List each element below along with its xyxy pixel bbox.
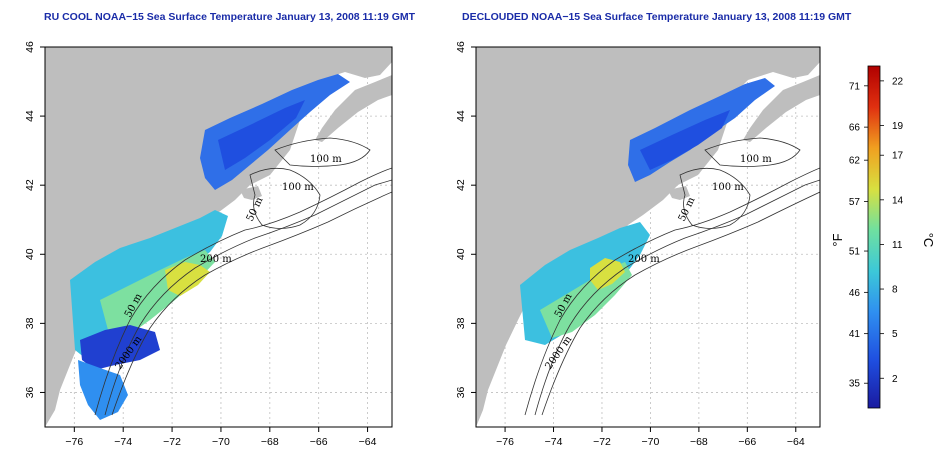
- colorbar-fahrenheit-tick-label: 62: [849, 156, 861, 167]
- left-map-panel: 100 m 100 m 50 m 200 m 50 m 2000 m −76 −7…: [24, 41, 393, 448]
- left-sst-gulf-of-maine-inner: [218, 100, 305, 170]
- right-axis-ticks: −76 −74 −72 −70 −68 −66 −64 36 38 40 42 44 46: [455, 41, 805, 448]
- left-nova-scotia: [315, 75, 392, 142]
- colorbar-celsius-tick-label: 19: [892, 121, 904, 132]
- left-x-tick-label: −64: [359, 436, 377, 448]
- colorbar-fahrenheit-tick-label: 57: [849, 197, 861, 208]
- left-x-tick-label: −72: [163, 436, 181, 448]
- colorbar-fahrenheit-tick-label: 41: [849, 329, 861, 340]
- left-cape-cod: [240, 186, 262, 200]
- right-x-tick-label: −70: [642, 436, 660, 448]
- colorbar-fahrenheit-tick-label: 71: [849, 81, 861, 92]
- right-x-tick-label: −76: [496, 436, 514, 448]
- left-axis-ticks: −76 −74 −72 −70 −68 −66 −64 36 38 40 42 44 46: [24, 41, 377, 448]
- left-x-tick-label: −70: [212, 436, 230, 448]
- colorbar-celsius-label: °C: [921, 233, 936, 248]
- colorbar-fahrenheit-tick-label: 51: [849, 247, 861, 258]
- right-map-panel: 100 m 100 m 50 m 200 m 50 m 2000 m −76 −7…: [455, 41, 821, 448]
- colorbar-celsius-tick-label: 22: [892, 76, 904, 87]
- left-contour-label: 200 m: [200, 254, 232, 265]
- left-y-tick-label: 46: [24, 41, 36, 53]
- right-sst-gulf-of-maine-inner: [640, 110, 730, 170]
- colorbar-celsius-tick-label: 14: [892, 195, 904, 206]
- right-land-mass: [476, 47, 820, 427]
- left-x-tick-label: −68: [261, 436, 279, 448]
- right-nova-scotia: [743, 75, 820, 142]
- right-y-tick-label: 46: [455, 41, 467, 53]
- colorbar-celsius-tick-label: 8: [892, 285, 898, 296]
- colorbar-celsius-tick-label: 11: [892, 240, 903, 251]
- left-panel-title: RU COOL NOAA−15 Sea Surface Temperature …: [44, 11, 416, 23]
- temperature-colorbar: 2 5 8 11 14 17 19 22 35 41 46 51 57 62 66 71 °F °C: [830, 65, 936, 409]
- colorbar-celsius-tick-label: 5: [892, 329, 898, 340]
- left-x-tick-label: −66: [310, 436, 328, 448]
- right-y-tick-label: 40: [455, 248, 467, 260]
- colorbar-fahrenheit-tick-label: 35: [849, 379, 861, 390]
- left-x-tick-label: −74: [114, 436, 132, 448]
- left-y-tick-label: 38: [24, 317, 36, 329]
- right-y-tick-label: 38: [455, 317, 467, 329]
- left-bathymetry-contours: [94, 137, 392, 416]
- right-y-tick-label: 42: [455, 179, 467, 191]
- right-x-tick-label: −68: [690, 436, 708, 448]
- right-contour-label: 200 m: [628, 254, 660, 265]
- colorbar-fahrenheit-tick-label: 66: [849, 123, 861, 134]
- right-contour-label: 100 m: [740, 154, 772, 165]
- right-contour-label: 100 m: [712, 182, 744, 193]
- right-x-tick-label: −66: [738, 436, 756, 448]
- right-panel-title: DECLOUDED NOAA−15 Sea Surface Temperatur…: [462, 11, 852, 23]
- left-x-tick-label: −76: [65, 436, 83, 448]
- left-land-mass: [45, 47, 392, 427]
- right-y-tick-label: 36: [455, 386, 467, 398]
- colorbar-fahrenheit-label: °F: [830, 233, 845, 246]
- left-y-tick-label: 44: [24, 110, 36, 122]
- colorbar-gradient: [867, 65, 881, 409]
- right-x-tick-label: −72: [593, 436, 611, 448]
- left-plot-frame: [44, 46, 393, 428]
- right-bathymetry-contours: [524, 137, 820, 416]
- left-sst-chesapeake: [80, 325, 160, 370]
- left-y-tick-label: 42: [24, 179, 36, 191]
- right-sst-gulf-stream-edge: [590, 258, 625, 290]
- left-y-tick-label: 36: [24, 386, 36, 398]
- left-sst-gulf-stream-edge: [165, 262, 210, 296]
- colorbar-ticks: 2 5 8 11 14 17 19 22 35 41 46 51 57 62 66 71: [849, 76, 904, 389]
- colorbar-celsius-tick-label: 17: [892, 151, 904, 162]
- right-plot-frame: [475, 46, 821, 428]
- left-contour-label: 100 m: [282, 182, 314, 193]
- colorbar-fahrenheit-tick-label: 46: [849, 288, 861, 299]
- right-x-tick-label: −64: [787, 436, 805, 448]
- right-x-tick-label: −74: [545, 436, 563, 448]
- left-y-tick-label: 40: [24, 248, 36, 260]
- right-y-tick-label: 44: [455, 110, 467, 122]
- colorbar-celsius-tick-label: 2: [892, 374, 898, 385]
- left-contour-label: 100 m: [310, 154, 342, 165]
